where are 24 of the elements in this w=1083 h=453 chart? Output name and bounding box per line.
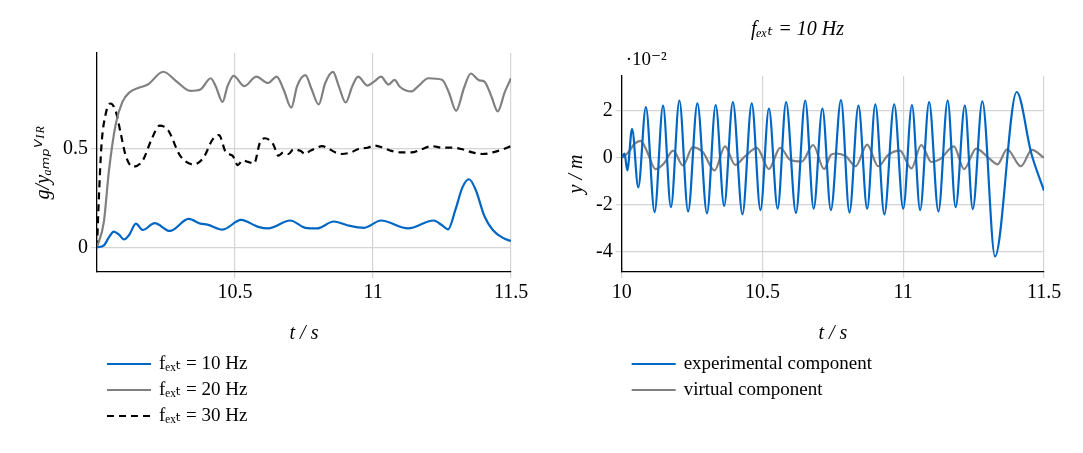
x-tick-label: 11.5 xyxy=(493,280,529,303)
x-tick-label: 10.5 xyxy=(217,280,253,303)
chart-title: fₑₓₜ = 10 Hz xyxy=(750,17,845,41)
y-tick-label: -4 xyxy=(595,238,613,261)
y-tick-label: 0 xyxy=(78,234,88,257)
text: ·10⁻² xyxy=(625,48,668,70)
legend-label: experimental component xyxy=(683,351,873,373)
y-axis-title: g/yₐₘₚⱽᴵᴿ xyxy=(31,125,55,200)
legend-label: fₑₓₜ = 10 Hz xyxy=(159,351,248,373)
x-axis-title: t / s xyxy=(818,321,848,344)
y-tick-label: -2 xyxy=(595,191,613,214)
y-axis-title: y / m xyxy=(564,154,588,196)
y-tick-label: 0 xyxy=(602,144,613,167)
legend-label: fₑₓₜ = 20 Hz xyxy=(159,377,248,399)
x-tick-label: 10.5 xyxy=(744,280,780,303)
x-axis-title: t / s xyxy=(289,321,319,344)
x-tick-label: 10 xyxy=(611,280,632,303)
x-tick-label: 11 xyxy=(893,280,913,303)
x-tick-label: 11.5 xyxy=(1026,280,1062,303)
y-tick-label: 2 xyxy=(602,97,613,120)
legend-label: fₑₓₜ = 30 Hz xyxy=(159,403,248,425)
x-tick-label: 11 xyxy=(363,280,383,303)
y-tick-label: 0.5 xyxy=(63,135,88,158)
legend-label: virtual component xyxy=(683,377,824,399)
